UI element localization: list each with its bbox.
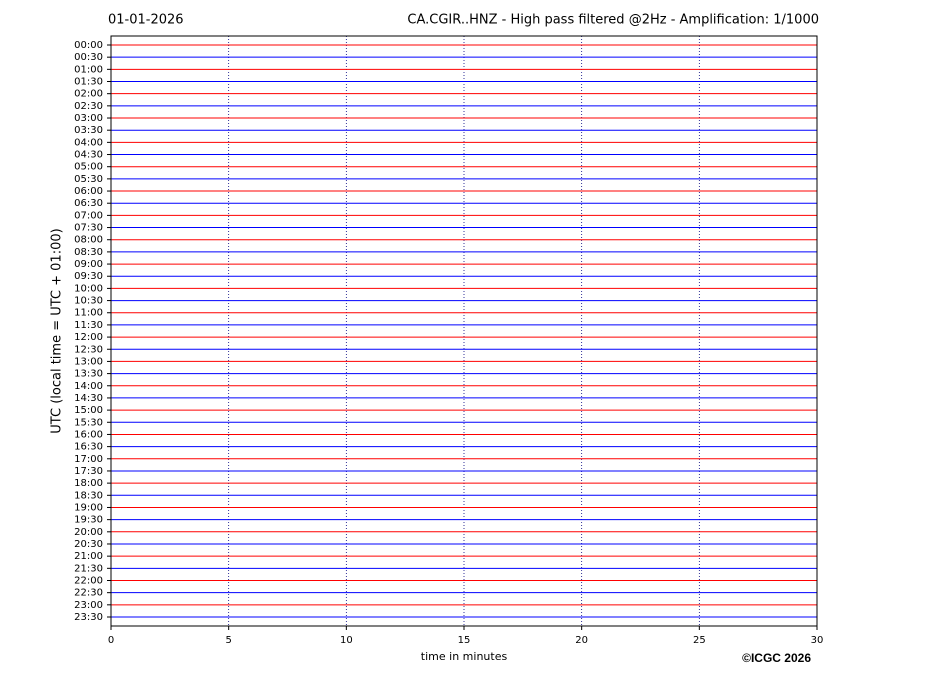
- y-tick-label: 06:00: [74, 186, 103, 197]
- y-tick-label: 03:30: [74, 125, 103, 136]
- y-tick-label: 00:00: [74, 40, 103, 51]
- x-tick-label: 30: [811, 635, 824, 646]
- y-tick-label: 04:00: [74, 137, 103, 148]
- y-tick-label: 10:30: [74, 296, 103, 307]
- x-tick-label: 0: [108, 635, 114, 646]
- y-tick-label: 17:30: [74, 466, 103, 477]
- y-tick-label: 16:30: [74, 442, 103, 453]
- y-tick-label: 01:30: [74, 77, 103, 88]
- x-tick-label: 5: [225, 635, 231, 646]
- y-tick-label: 15:30: [74, 417, 103, 428]
- y-tick-label: 02:00: [74, 89, 103, 100]
- y-tick-label: 15:00: [74, 405, 103, 416]
- y-tick-label: 14:30: [74, 393, 103, 404]
- x-tick-label: 25: [693, 635, 706, 646]
- y-tick-label: 01:00: [74, 64, 103, 75]
- y-tick-label: 20:30: [74, 539, 103, 550]
- y-tick-label: 11:00: [74, 308, 103, 319]
- y-tick-label: 07:00: [74, 210, 103, 221]
- y-tick-label: 23:00: [74, 600, 103, 611]
- y-tick-label: 16:00: [74, 429, 103, 440]
- y-tick-label: 11:30: [74, 320, 103, 331]
- y-tick-label: 18:30: [74, 490, 103, 501]
- y-tick-label: 03:00: [74, 113, 103, 124]
- chart-title: CA.CGIR..HNZ - High pass filtered @2Hz -…: [407, 13, 819, 28]
- y-tick-label: 05:30: [74, 174, 103, 185]
- y-tick-label: 18:00: [74, 478, 103, 489]
- y-tick-label: 13:30: [74, 369, 103, 380]
- x-tick-label: 10: [340, 635, 353, 646]
- y-tick-label: 21:30: [74, 563, 103, 574]
- copyright: ©ICGC 2026: [742, 651, 811, 665]
- x-tick-label: 15: [458, 635, 471, 646]
- date-title: 01-01-2026: [108, 13, 184, 28]
- y-tick-label: 22:30: [74, 588, 103, 599]
- y-tick-label: 09:00: [74, 259, 103, 270]
- y-tick-label: 20:00: [74, 527, 103, 538]
- y-tick-label: 06:30: [74, 198, 103, 209]
- y-axis-label: UTC (local time = UTC + 01:00): [50, 228, 65, 433]
- y-tick-label: 10:00: [74, 283, 103, 294]
- y-tick-label: 12:00: [74, 332, 103, 343]
- y-tick-label: 00:30: [74, 52, 103, 63]
- y-tick-label: 05:00: [74, 162, 103, 173]
- y-tick-label: 22:00: [74, 575, 103, 586]
- y-tick-label: 04:30: [74, 150, 103, 161]
- y-tick-label: 21:00: [74, 551, 103, 562]
- y-tick-label: 19:00: [74, 502, 103, 513]
- y-tick-label: 14:00: [74, 381, 103, 392]
- y-tick-label: 08:30: [74, 247, 103, 258]
- y-tick-label: 02:30: [74, 101, 103, 112]
- y-tick-label: 07:30: [74, 223, 103, 234]
- y-tick-label: 17:00: [74, 454, 103, 465]
- y-tick-label: 12:30: [74, 344, 103, 355]
- plot-frame: [110, 35, 818, 627]
- y-tick-label: 08:00: [74, 235, 103, 246]
- x-axis-label: time in minutes: [421, 650, 508, 663]
- y-tick-label: 13:00: [74, 356, 103, 367]
- x-tick-label: 20: [575, 635, 588, 646]
- y-tick-label: 23:30: [74, 612, 103, 623]
- y-tick-label: 09:30: [74, 271, 103, 282]
- y-tick-label: 19:30: [74, 515, 103, 526]
